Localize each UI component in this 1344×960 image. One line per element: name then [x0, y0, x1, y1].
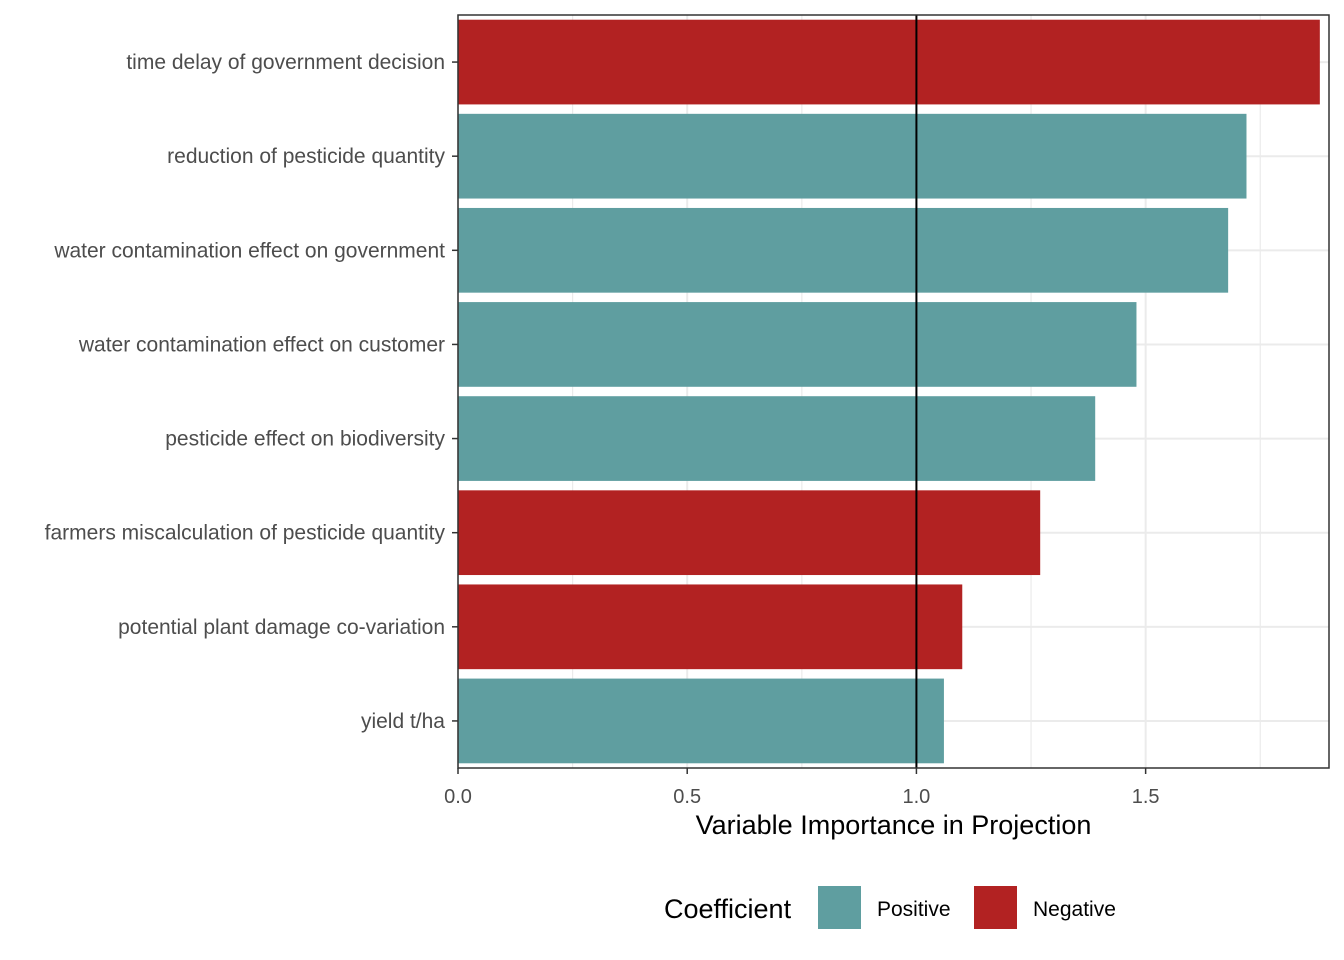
x-tick-label: 1.5: [1132, 786, 1160, 808]
y-tick-label: water contamination effect on customer: [78, 333, 445, 356]
bar-5: [458, 396, 1096, 481]
bar-3: [458, 207, 1229, 293]
bar-4: [458, 302, 1137, 387]
bar-8: [458, 678, 944, 764]
x-tick-label: 1.0: [903, 786, 931, 808]
y-tick-label: reduction of pesticide quantity: [167, 145, 445, 168]
x-axis-title: Variable Importance in Projection: [696, 810, 1092, 840]
bar-2: [458, 113, 1247, 199]
legend-label-positive: Positive: [877, 898, 951, 921]
bar-6: [458, 490, 1041, 576]
plot-panel-border: [457, 14, 1330, 769]
bars: [458, 19, 1320, 764]
y-tick-label: farmers miscalculation of pesticide quan…: [45, 522, 446, 545]
y-tick-label: pesticide effect on biodiversity: [165, 428, 445, 451]
legend-key-positive: [818, 886, 861, 929]
legend-title: Coefficient: [664, 894, 792, 924]
legend-key-negative: [974, 886, 1017, 929]
bar-7: [458, 584, 963, 670]
x-tick-label: 0.5: [673, 786, 701, 808]
legend-label-negative: Negative: [1033, 898, 1116, 921]
x-tick-label: 0.0: [444, 786, 472, 808]
y-axis: time delay of government decision reducti…: [45, 51, 458, 733]
y-tick-label: yield t/ha: [361, 710, 445, 733]
bar-1: [458, 19, 1320, 105]
legend: Coefficient Positive Negative: [664, 886, 1116, 929]
x-axis: 0.0 0.5 1.0 1.5: [444, 768, 1160, 808]
y-tick-label: time delay of government decision: [126, 51, 445, 74]
y-tick-label: water contamination effect on government: [53, 239, 445, 262]
y-tick-label: potential plant damage co-variation: [118, 616, 445, 639]
